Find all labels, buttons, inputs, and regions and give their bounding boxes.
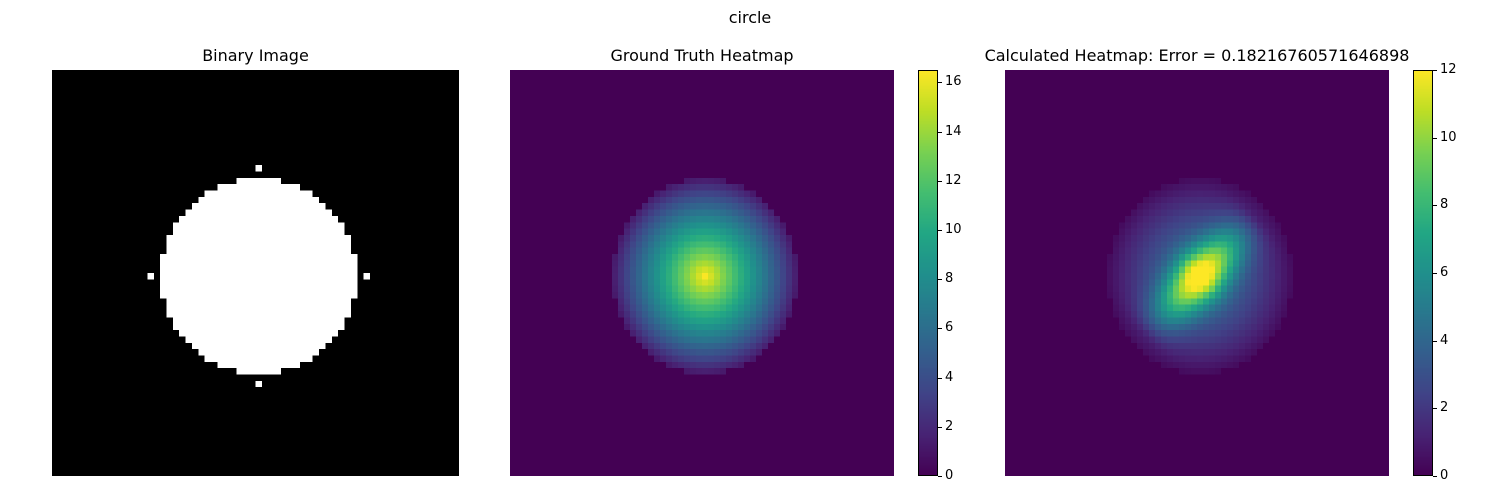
colorbar-tick-label: 0	[1440, 468, 1449, 483]
calculated-colorbar-frame	[1413, 70, 1433, 476]
ground-truth-heatmap	[510, 70, 894, 476]
calculated-heatmap	[1005, 70, 1389, 476]
colorbar-tick	[1433, 70, 1437, 71]
binary-image-title: Binary Image	[202, 46, 309, 65]
colorbar-tick-label: 16	[945, 74, 962, 89]
calculated-colorbar	[1413, 70, 1433, 476]
colorbar-tick	[938, 230, 942, 231]
colorbar-tick-label: 12	[1440, 62, 1457, 77]
colorbar-tick	[938, 82, 942, 83]
colorbar-tick-label: 2	[1440, 400, 1449, 415]
colorbar-tick	[938, 427, 942, 428]
ground-truth-title: Ground Truth Heatmap	[610, 46, 794, 65]
colorbar-tick-label: 2	[945, 419, 954, 434]
colorbar-tick-label: 6	[1440, 265, 1449, 280]
calculated-heatmap-title: Calculated Heatmap: Error = 0.1821676057…	[984, 46, 1410, 65]
colorbar-tick	[1433, 205, 1437, 206]
colorbar-tick	[1433, 476, 1437, 477]
binary-image-plot	[52, 70, 459, 476]
colorbar-tick-label: 4	[945, 370, 954, 385]
figure-title: circle	[728, 8, 772, 27]
ground-truth-colorbar-frame	[918, 70, 938, 476]
colorbar-tick-label: 0	[945, 468, 954, 483]
colorbar-tick-label: 8	[945, 271, 954, 286]
colorbar-tick-label: 14	[945, 124, 962, 139]
colorbar-tick	[1433, 408, 1437, 409]
colorbar-tick	[1433, 138, 1437, 139]
colorbar-tick-label: 10	[945, 222, 962, 237]
colorbar-tick-label: 4	[1440, 333, 1449, 348]
colorbar-tick	[938, 279, 942, 280]
colorbar-tick	[938, 378, 942, 379]
colorbar-tick	[938, 476, 942, 477]
colorbar-tick	[938, 181, 942, 182]
colorbar-tick-label: 8	[1440, 197, 1449, 212]
colorbar-tick-label: 10	[1440, 130, 1457, 145]
colorbar-tick	[1433, 273, 1437, 274]
colorbar-tick-label: 12	[945, 173, 962, 188]
colorbar-tick-label: 6	[945, 320, 954, 335]
colorbar-tick	[938, 132, 942, 133]
colorbar-tick	[1433, 341, 1437, 342]
ground-truth-colorbar	[918, 70, 938, 476]
colorbar-tick	[938, 328, 942, 329]
